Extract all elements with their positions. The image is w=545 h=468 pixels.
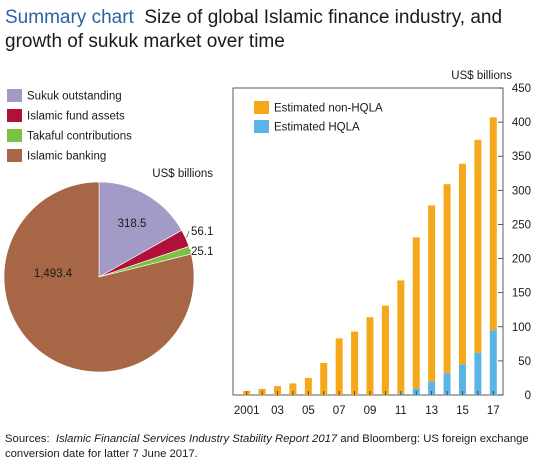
source-prefix: Sources: (5, 433, 50, 445)
bar-segment (320, 362, 328, 395)
pie-slice (3, 181, 195, 373)
bar-legend-swatch (254, 120, 269, 133)
bar-segment (351, 331, 359, 395)
pie-legend-label: Takaful contributions (27, 131, 132, 143)
pie-legend-swatch (7, 89, 22, 102)
x-tick-label: 03 (271, 405, 284, 417)
source-suffix: and Bloomberg: US foreign exchange conve… (5, 433, 529, 460)
bar-legend-label: Estimated HQLA (274, 122, 360, 134)
title-rest: Size of global Islamic finance industry,… (5, 7, 503, 52)
bar-segment (443, 184, 451, 374)
source-report: Islamic Financial Services Industry Stab… (55, 433, 338, 445)
x-tick-label: 05 (302, 405, 315, 417)
bar-segment (412, 237, 420, 389)
bar-segment (474, 139, 482, 353)
pie-value-label: 1,493.4 (34, 268, 73, 280)
y-tick-label: 0 (525, 390, 531, 402)
y-tick-label: 150 (512, 288, 531, 300)
bar-segment (381, 305, 389, 395)
pie-legend-label: Sukuk outstanding (27, 91, 122, 103)
pie-unit-label: US$ billions (152, 168, 213, 180)
pie-value-label: 56.1 (191, 226, 213, 238)
y-tick-label: 300 (512, 185, 531, 197)
bar-legend-label: Estimated non-HQLA (274, 103, 383, 115)
bar-segment (474, 352, 482, 395)
bar-segment (458, 364, 466, 395)
title-lead: Summary chart (5, 7, 134, 28)
pie-legend-label: Islamic banking (27, 151, 106, 163)
bar-segment (428, 205, 436, 382)
pie-legend-label: Islamic fund assets (27, 111, 125, 123)
bar-legend: Estimated non-HQLA Estimated HQLA (254, 101, 383, 134)
bar-segment (443, 373, 451, 395)
bar-segment (335, 338, 343, 395)
pie-value-label: 318.5 (118, 218, 147, 230)
source-note: Sources: Islamic Financial Services Indu… (5, 432, 540, 462)
x-tick-label: 13 (425, 405, 438, 417)
bar-segment (428, 381, 436, 395)
y-tick-label: 250 (512, 219, 531, 231)
pie-legend: Sukuk outstanding Islamic fund assets Taka… (7, 89, 132, 163)
y-axis-title: US$ billions (451, 70, 512, 82)
bar-segment (304, 377, 312, 395)
y-tick-label: 450 (512, 83, 531, 95)
x-tick-label: 15 (456, 405, 469, 417)
bar-segment (274, 386, 282, 395)
y-tick-label: 50 (518, 356, 531, 368)
bar-segment (289, 383, 297, 395)
bar-segment (489, 117, 497, 331)
pie-slice (98, 181, 183, 278)
x-tick-label: 17 (487, 405, 500, 417)
x-tick-label: 11 (395, 405, 407, 417)
x-tick-label: 2001 (234, 405, 260, 417)
chart-title: Summary chart Size of global Islamic fin… (5, 6, 541, 54)
pie-legend-swatch (7, 109, 22, 122)
pie-legend-swatch (7, 129, 22, 142)
bar-chart-bars (243, 117, 497, 395)
y-tick-label: 400 (512, 117, 531, 129)
bar-segment (366, 317, 374, 395)
y-tick-label: 100 (512, 322, 531, 334)
x-tick-label: 07 (333, 405, 346, 417)
pie-leader-line (188, 249, 192, 252)
bar-chart-axes: 0 50 100 150 200 250 300 350 400 450 2001 03 05 07 09 1… (234, 83, 531, 417)
y-tick-label: 200 (512, 254, 531, 266)
bar-segment (397, 280, 405, 394)
bar-segment (458, 163, 466, 365)
pie-leader-line (186, 230, 190, 238)
bar-legend-swatch (254, 101, 269, 114)
pie-legend-swatch (7, 149, 22, 162)
x-tick-label: 09 (364, 405, 377, 417)
y-tick-label: 350 (512, 151, 531, 163)
pie-value-label: 25.1 (191, 246, 213, 258)
bar-segment (489, 330, 497, 395)
pie-chart: 318.5 56.1 25.1 1,493.4 (3, 181, 213, 373)
